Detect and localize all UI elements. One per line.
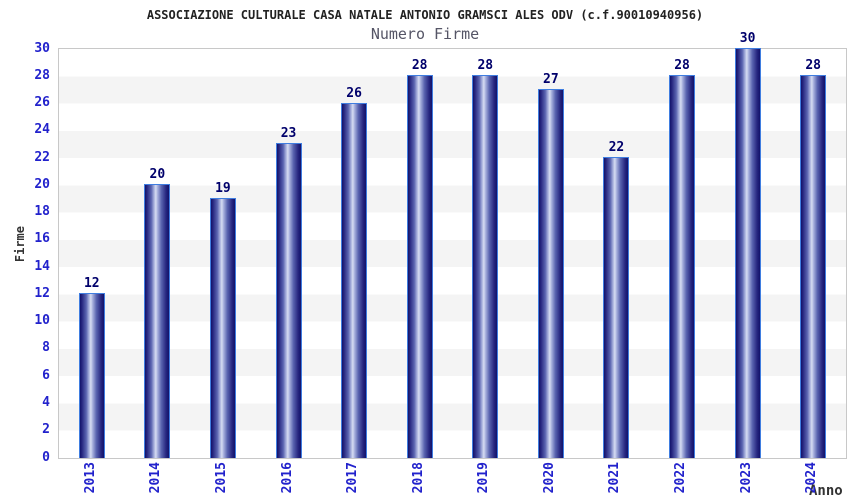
bar xyxy=(341,102,368,458)
chart-title: ASSOCIAZIONE CULTURALE CASA NATALE ANTON… xyxy=(146,8,704,22)
bar xyxy=(78,293,105,458)
x-tick-label: 2021 xyxy=(607,462,623,494)
x-tick-label: 2014 xyxy=(148,462,164,494)
y-tick-label: 22 xyxy=(34,149,50,165)
bar-value-label: 26 xyxy=(346,85,362,101)
bar xyxy=(800,75,827,458)
y-tick-label: 14 xyxy=(34,258,50,274)
x-tick-label: 2022 xyxy=(673,462,689,494)
bar-slot: 12 xyxy=(59,49,125,458)
bar-value-label: 28 xyxy=(477,58,494,74)
bar-value-label: 27 xyxy=(543,71,559,87)
bar xyxy=(734,48,761,458)
x-tick-label: 2013 xyxy=(82,462,98,494)
y-tick-label: 8 xyxy=(42,340,50,356)
chart-subtitle: Numero Firme xyxy=(370,25,480,43)
x-tick-label: 2023 xyxy=(738,462,754,494)
y-tick-label: 6 xyxy=(42,367,50,383)
bar-value-label: 28 xyxy=(805,58,822,74)
x-tick-label: 2019 xyxy=(476,462,492,494)
bar xyxy=(537,88,564,458)
x-tick-label: 2015 xyxy=(213,462,229,494)
bar-slot: 20 xyxy=(125,49,191,458)
bar-value-label: 12 xyxy=(83,276,100,292)
bar xyxy=(472,75,499,458)
x-tick-label: 2017 xyxy=(345,462,361,494)
bar-slot: 28 xyxy=(649,49,715,458)
y-tick-label: 20 xyxy=(34,176,50,192)
bar-value-label: 30 xyxy=(739,31,756,46)
y-tick-label: 0 xyxy=(42,449,50,465)
y-tick-label: 18 xyxy=(34,204,50,220)
bar-slot: 19 xyxy=(190,49,256,458)
bar-slot: 30 xyxy=(715,32,781,458)
x-tick-label: 2020 xyxy=(541,462,557,494)
y-tick-label: 12 xyxy=(34,285,50,301)
bar xyxy=(209,197,236,458)
bar-value-label: 19 xyxy=(215,180,231,196)
y-tick-label: 28 xyxy=(34,67,50,83)
y-tick-label: 24 xyxy=(34,122,50,138)
y-tick-label: 16 xyxy=(34,231,50,247)
bar xyxy=(603,157,630,458)
bar-value-label: 22 xyxy=(608,140,625,156)
bar-value-label: 23 xyxy=(280,126,297,142)
bar-value-label: 20 xyxy=(149,167,166,183)
x-axis-label: Anno xyxy=(809,483,843,499)
bar-value-label: 28 xyxy=(674,58,690,74)
x-tick-label: 2018 xyxy=(410,462,426,494)
y-tick-label: 4 xyxy=(42,394,50,410)
bar-slot: 27 xyxy=(518,49,584,458)
bar xyxy=(144,184,171,458)
bar-slot: 28 xyxy=(453,49,519,458)
bar-slot: 23 xyxy=(256,49,322,458)
x-tick-label: 2016 xyxy=(279,462,295,494)
y-tick-label: 30 xyxy=(34,40,50,56)
bar-slot: 28 xyxy=(387,49,453,458)
bar-slot: 22 xyxy=(584,49,650,458)
bar xyxy=(406,75,433,458)
bar xyxy=(275,143,302,458)
y-tick-label: 26 xyxy=(34,95,50,111)
y-tick-label: 10 xyxy=(34,313,50,329)
bar xyxy=(669,75,696,458)
x-tick-label: 2024 xyxy=(804,462,820,494)
bar-value-label: 28 xyxy=(411,58,428,74)
plot-area: 12 20 19 23 26 28 28 27 22 28 30 28 xyxy=(58,32,847,459)
y-tick-label: 2 xyxy=(42,422,50,438)
bar-slot: 28 xyxy=(780,49,846,458)
bar-slot: 26 xyxy=(321,49,387,458)
